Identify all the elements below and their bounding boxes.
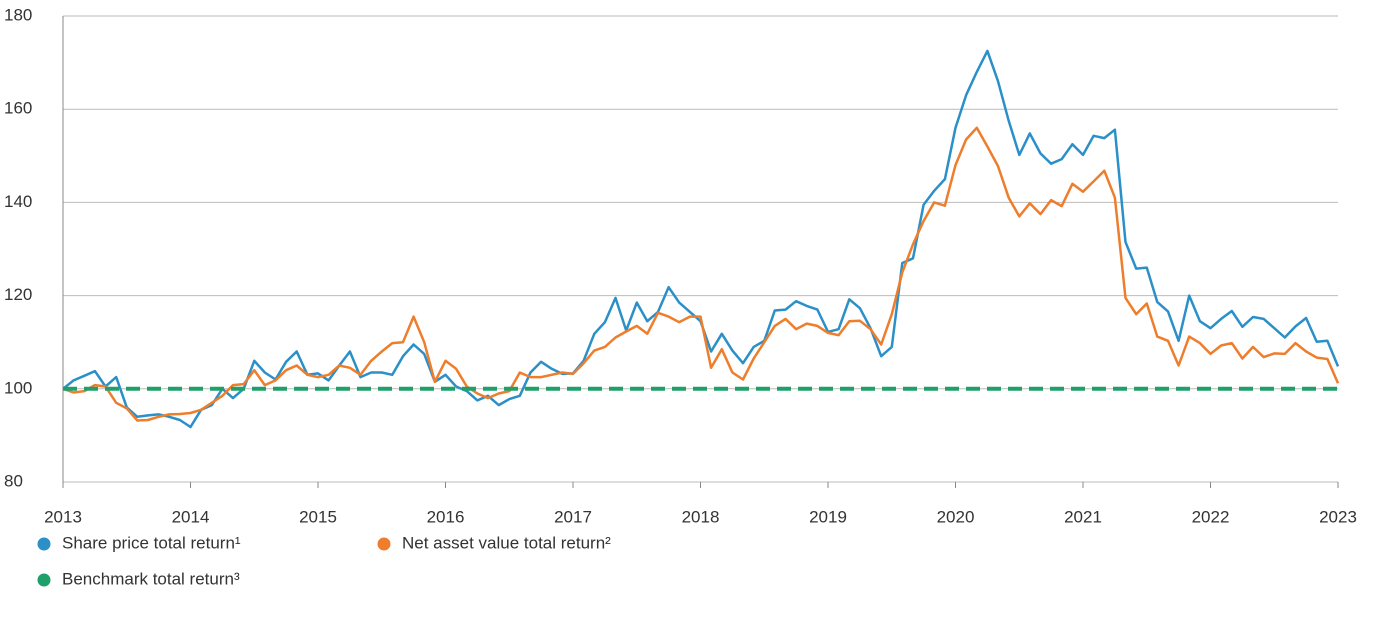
- legend-label: Benchmark total return³: [62, 569, 240, 588]
- x-tick-label: 2019: [809, 507, 847, 526]
- x-tick-label: 2023: [1319, 507, 1357, 526]
- x-tick-label: 2018: [682, 507, 720, 526]
- legend-marker: [37, 537, 51, 551]
- legend-label: Share price total return¹: [62, 533, 241, 552]
- y-tick-label: 120: [4, 285, 32, 304]
- x-tick-label: 2014: [172, 507, 210, 526]
- y-tick-label: 180: [4, 5, 32, 24]
- x-tick-label: 2015: [299, 507, 337, 526]
- x-tick-label: 2020: [937, 507, 975, 526]
- series-line: [62, 126, 1340, 422]
- legend-marker: [377, 537, 391, 551]
- x-tick-label: 2017: [554, 507, 592, 526]
- x-tick-label: 2016: [427, 507, 465, 526]
- x-tick-label: 2013: [44, 507, 82, 526]
- legend-marker: [37, 573, 51, 587]
- x-tick-label: 2021: [1064, 507, 1102, 526]
- legend-label: Net asset value total return²: [402, 533, 611, 552]
- x-tick-label: 2022: [1192, 507, 1230, 526]
- y-tick-label: 140: [4, 192, 32, 211]
- y-tick-label: 80: [4, 471, 23, 490]
- y-tick-label: 160: [4, 99, 32, 118]
- y-tick-label: 100: [4, 378, 32, 397]
